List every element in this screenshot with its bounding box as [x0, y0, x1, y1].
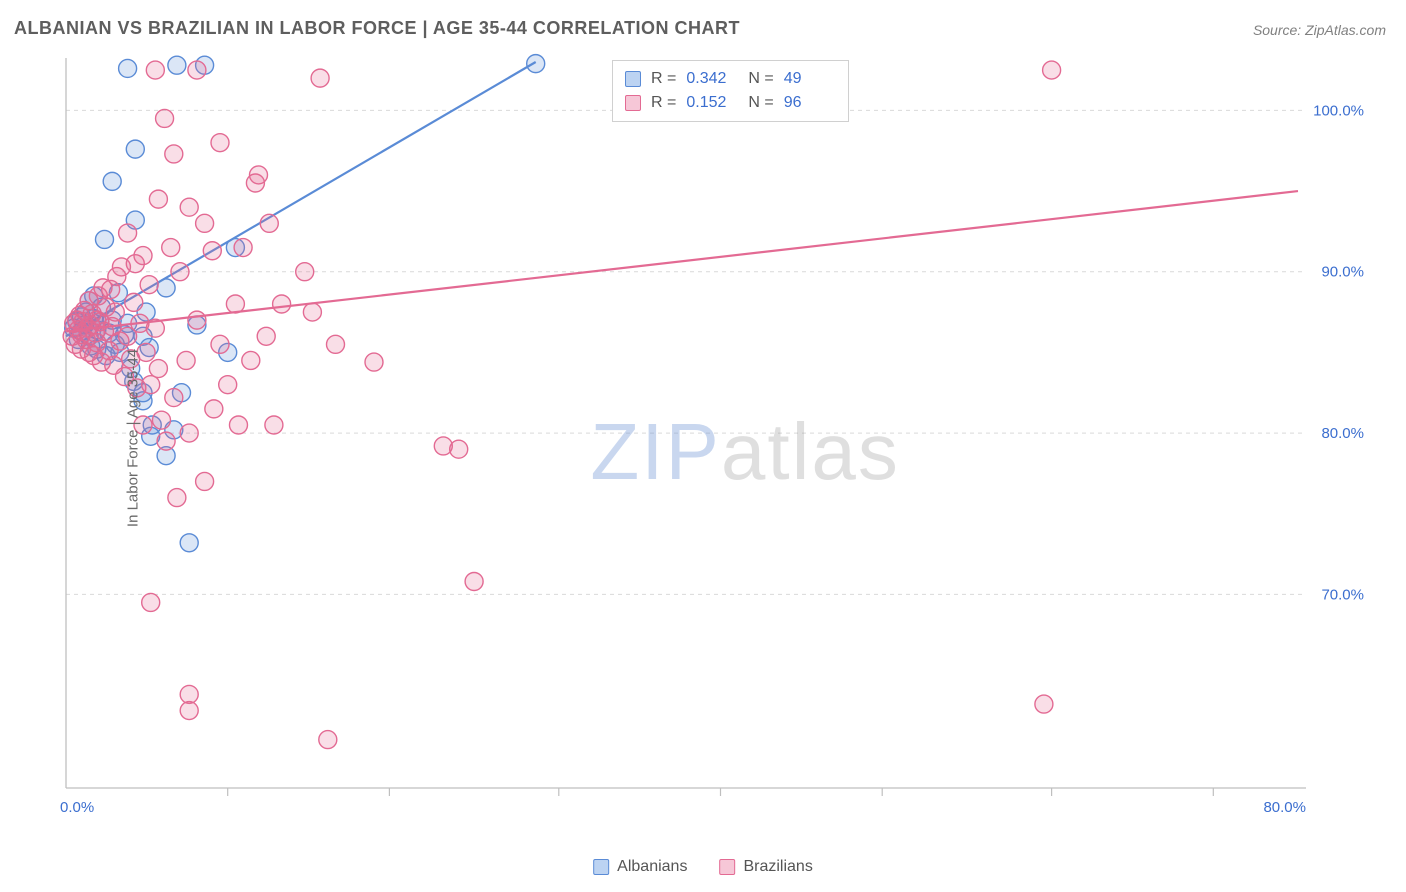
svg-text:80.0%: 80.0%: [1263, 799, 1306, 816]
legend-swatch: [719, 859, 735, 875]
legend-label: Brazilians: [743, 858, 812, 876]
stats-r-label: R =: [651, 67, 676, 91]
chart-container: ALBANIAN VS BRAZILIAN IN LABOR FORCE | A…: [0, 0, 1406, 892]
stats-n-value: 96: [784, 91, 836, 115]
stats-n-label: N =: [748, 67, 773, 91]
stats-row: R = 0.152 N = 96: [625, 91, 836, 115]
svg-text:0.0%: 0.0%: [60, 799, 94, 816]
svg-text:100.0%: 100.0%: [1313, 102, 1364, 119]
y-axis-label: In Labor Force | Age 35-44: [125, 349, 142, 527]
stats-row: R = 0.342 N = 49: [625, 67, 836, 91]
series-brazilians: [63, 61, 1298, 749]
svg-text:80.0%: 80.0%: [1321, 425, 1364, 442]
plot-area: 70.0% 80.0% 90.0% 100.0% 0.0% 80.0% In Labor …: [48, 48, 1368, 828]
source-label: Source: ZipAtlas.com: [1253, 22, 1386, 38]
legend-item: Albanians: [593, 858, 687, 876]
legend-item: Brazilians: [719, 858, 812, 876]
svg-text:70.0%: 70.0%: [1321, 586, 1364, 603]
legend-label: Albanians: [617, 858, 687, 876]
svg-text:90.0%: 90.0%: [1321, 264, 1364, 281]
stats-swatch: [625, 71, 641, 87]
chart-title: ALBANIAN VS BRAZILIAN IN LABOR FORCE | A…: [14, 18, 740, 39]
chart-svg: 70.0% 80.0% 90.0% 100.0% 0.0% 80.0%: [48, 48, 1368, 828]
stats-swatch: [625, 95, 641, 111]
stats-r-value: 0.342: [686, 67, 738, 91]
legend: Albanians Brazilians: [593, 858, 813, 876]
stats-n-value: 49: [784, 67, 836, 91]
stats-r-label: R =: [651, 91, 676, 115]
stats-box: R = 0.342 N = 49 R = 0.152 N = 96: [612, 60, 849, 122]
stats-n-label: N =: [748, 91, 773, 115]
stats-r-value: 0.152: [686, 91, 738, 115]
legend-swatch: [593, 859, 609, 875]
